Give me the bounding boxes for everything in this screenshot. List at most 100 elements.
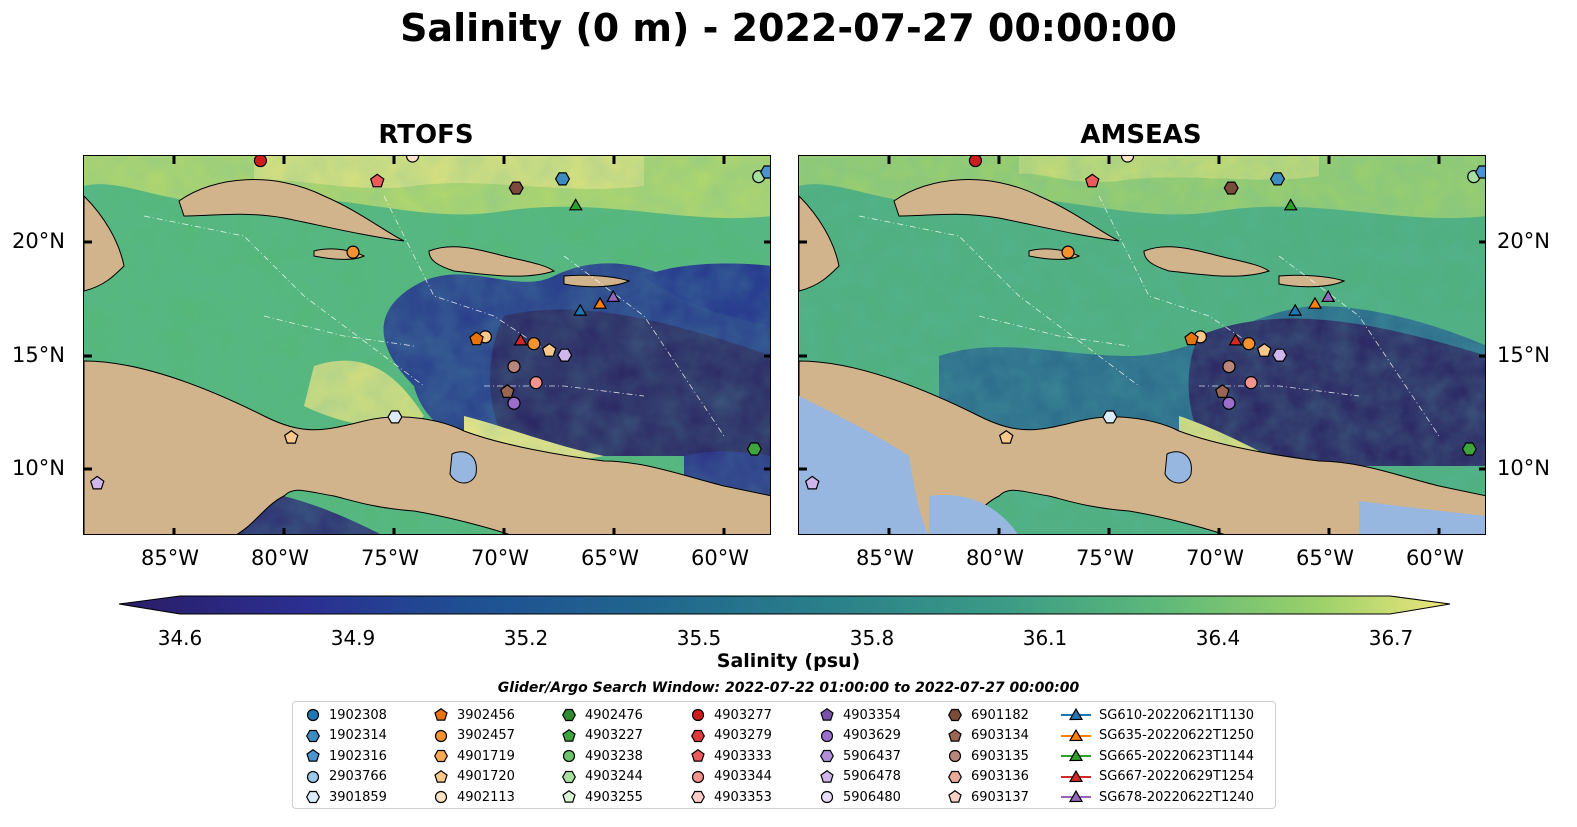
map-marker-1-8 (1256, 342, 1272, 357)
legend-label: 5906480 (843, 789, 901, 805)
colorbar (118, 595, 1451, 615)
legend-marker-icon (434, 707, 448, 721)
map-marker-1-10 (1222, 360, 1236, 374)
legend-label: 1902314 (329, 728, 387, 743)
map-marker-0-21 (568, 198, 583, 211)
legend-marker-icon (1061, 789, 1091, 803)
map-marker-0-0 (253, 156, 268, 168)
lat-label-10n-right: 10°N (1497, 456, 1550, 480)
map-marker-1-4 (1061, 245, 1075, 259)
legend-marker-icon (434, 729, 448, 742)
legend-marker-icon (691, 770, 705, 783)
colorbar-tick-4: 35.8 (849, 626, 895, 650)
map-marker-1-11 (1244, 376, 1258, 390)
legend-item: 4903344 (688, 767, 772, 787)
land-amseas (799, 179, 1485, 534)
map-marker-0-17 (89, 475, 105, 490)
legend-marker-icon (691, 790, 705, 804)
legend-label: 4903244 (585, 769, 643, 784)
legend-item: 5906437 (817, 746, 901, 766)
legend-item: 5906478 (817, 767, 901, 787)
legend-label: 4901719 (457, 748, 515, 764)
search-window-caption: Glider/Argo Search Window: 2022-07-22 01… (497, 680, 1080, 696)
legend-item: 5906480 (817, 787, 901, 807)
legend-marker-icon (306, 708, 320, 722)
map-marker-1-0 (968, 156, 983, 168)
map-marker-0-9 (557, 348, 573, 362)
lat-label-15n-left: 15°N (12, 343, 65, 367)
lon-label-65w-left: 65°W (581, 546, 639, 570)
legend-label: 1902308 (329, 707, 387, 723)
map-marker-1-20 (1120, 156, 1135, 163)
legend-item: 4903238 (559, 746, 643, 766)
colorbar-tick-1: 34.9 (330, 626, 376, 650)
legend-marker-icon (948, 789, 962, 803)
legend-marker-icon (820, 707, 834, 721)
map-marker-1-2 (1223, 181, 1239, 195)
map-marker-1-25 (1228, 333, 1243, 346)
panel-title-rtofs: RTOFS (378, 120, 474, 150)
legend-marker-icon (1061, 748, 1091, 762)
map-marker-1-9 (1272, 348, 1288, 362)
map-marker-0-20 (405, 156, 420, 163)
map-panel-amseas (798, 155, 1486, 535)
legend-marker-icon (948, 749, 962, 763)
eez-boundaries-amseas (858, 195, 1440, 437)
lon-label-70w-right: 70°W (1186, 546, 1244, 570)
lon-label-80w-left: 80°W (251, 546, 309, 570)
observation-markers-rtofs (89, 156, 770, 490)
map-marker-1-24 (1321, 289, 1336, 302)
legend-label: 4903333 (714, 748, 772, 764)
map-canvas-rtofs (84, 156, 770, 534)
legend-marker-icon (820, 729, 834, 742)
legend-label: SG610-20220621T1130 (1099, 707, 1255, 723)
legend-item: 4902476 (559, 705, 643, 725)
legend-label: 6903137 (971, 789, 1029, 805)
legend-marker-icon (562, 708, 576, 722)
legend-marker-icon (820, 769, 834, 783)
legend-item: 4901720 (431, 767, 515, 787)
map-marker-1-6 (1184, 331, 1199, 346)
map-marker-0-6 (469, 331, 484, 346)
lon-label-60w-right: 60°W (1406, 546, 1464, 570)
legend-marker-icon (306, 790, 320, 804)
legend-marker-icon (434, 749, 448, 763)
map-marker-0-13 (507, 396, 521, 410)
map-marker-1-17 (804, 475, 820, 490)
map-marker-0-8 (541, 342, 557, 357)
legend-label: 4903277 (714, 707, 772, 723)
legend-label: 4903629 (843, 728, 901, 743)
legend-item: 6903137 (945, 787, 1029, 807)
map-marker-0-14 (387, 410, 403, 424)
legend-label: 4903227 (585, 728, 643, 743)
lat-label-10n-left: 10°N (12, 456, 65, 480)
legend-marker-icon (306, 729, 320, 742)
legend-marker-icon (562, 789, 576, 803)
legend-item: 4901719 (431, 746, 515, 766)
legend-item: SG635-20220622T1250 (1059, 726, 1254, 746)
lon-label-70w-left: 70°W (471, 546, 529, 570)
legend-marker-icon (820, 749, 834, 763)
legend-label: 3901859 (329, 789, 387, 805)
legend-item: 3902457 (431, 726, 515, 746)
legend-marker-icon (948, 770, 962, 783)
map-marker-0-15 (283, 429, 299, 444)
legend-marker-icon (1061, 769, 1091, 782)
map-marker-0-25 (513, 333, 528, 346)
map-panel-rtofs (83, 155, 771, 535)
legend-marker-icon (948, 708, 962, 722)
legend-marker-icon (562, 728, 576, 742)
map-marker-0-11 (529, 376, 543, 390)
legend-label: 5906478 (843, 769, 901, 784)
map-marker-1-13 (1222, 396, 1236, 410)
legend-label: 6901182 (971, 707, 1029, 723)
legend-marker-icon (1061, 707, 1091, 721)
colorbar-tick-7: 36.7 (1368, 626, 1414, 650)
legend-marker-icon (691, 729, 705, 742)
colorbar-tick-3: 35.5 (676, 626, 722, 650)
lat-label-20n-right: 20°N (1497, 229, 1550, 253)
map-marker-0-19 (760, 165, 770, 179)
colorbar-tick-0: 34.6 (157, 626, 203, 650)
map-marker-0-3 (554, 172, 571, 186)
legend-marker-icon (691, 708, 705, 722)
